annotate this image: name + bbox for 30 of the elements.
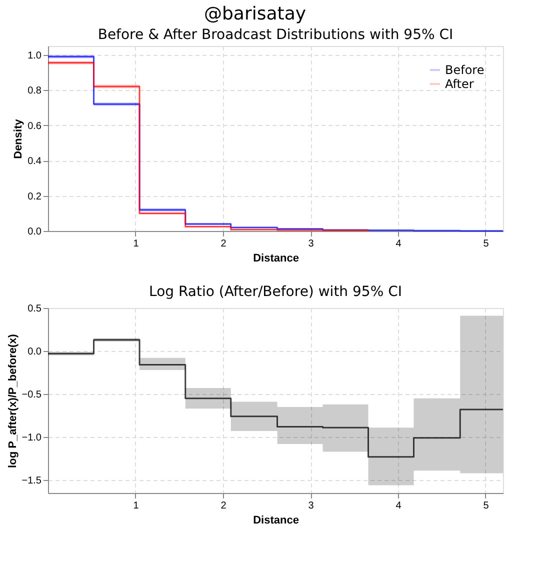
x-axis-title: Distance <box>253 514 299 526</box>
chart-title: Log Ratio (After/Before) with 95% CI <box>149 284 402 300</box>
x-axis-title: Distance <box>253 252 299 264</box>
x-tick-label: 5 <box>483 500 490 512</box>
x-tick-label: 3 <box>308 238 314 250</box>
y-tick-label: 0.4 <box>28 156 42 168</box>
x-tick-label: 1 <box>133 238 140 250</box>
y-tick-label: −0.5 <box>22 390 42 401</box>
x-tick-label: 4 <box>396 500 402 512</box>
x-tick-label: 2 <box>220 500 227 512</box>
x-tick-label: 2 <box>220 238 227 250</box>
x-tick-label: 3 <box>308 500 314 512</box>
y-tick-label: −1.5 <box>22 476 42 487</box>
x-tick-label: 5 <box>483 238 490 250</box>
y-axis-title: Density <box>12 118 25 159</box>
x-tick-label: 4 <box>396 238 402 250</box>
y-axis-title: log P_after(x)/P_before(x) <box>6 334 19 468</box>
y-tick-label: 0.0 <box>28 226 42 238</box>
legend-label: After <box>445 77 474 91</box>
text: @barisatay <box>204 4 306 24</box>
y-tick-label: 0.8 <box>28 86 42 97</box>
y-tick-label: 0.6 <box>28 120 42 132</box>
y-tick-label: 0.0 <box>28 346 42 358</box>
y-tick-label: 0.5 <box>28 304 42 314</box>
y-tick-label: −1.0 <box>22 432 42 444</box>
y-tick-label: 0.2 <box>28 191 42 202</box>
x-tick-label: 1 <box>133 500 140 512</box>
y-tick-label: 1.0 <box>28 50 42 62</box>
legend-label: Before <box>445 63 484 77</box>
chart-title: Before & After Broadcast Distributions with 95% CI <box>98 27 454 43</box>
